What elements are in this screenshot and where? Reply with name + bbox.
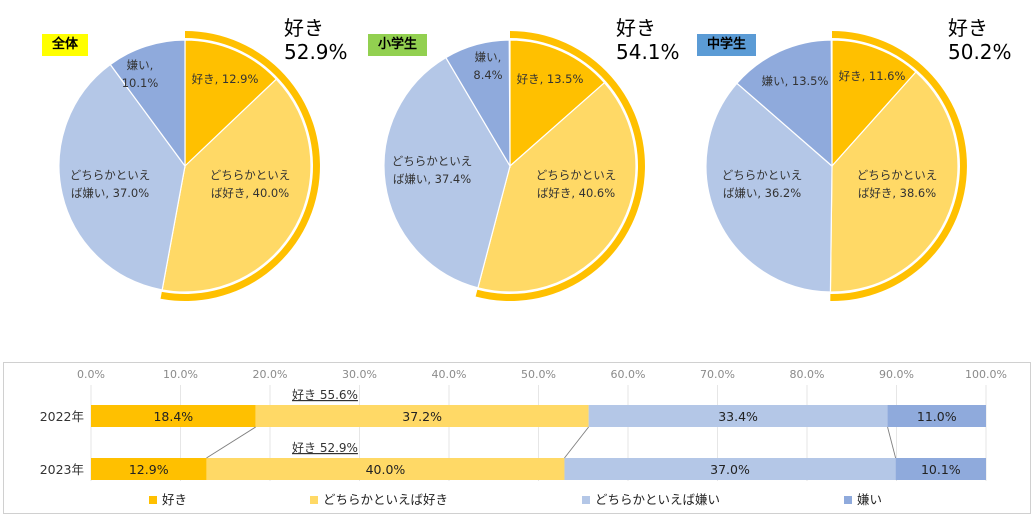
badge-junior-high: 中学生 <box>697 34 757 56</box>
bar-segment-suki <box>91 458 207 480</box>
suki-subtotal-annotation: 好き 55.6% <box>292 388 358 402</box>
bar-segment-dochira-suki <box>255 405 589 427</box>
pie-slice-dochira-suki <box>829 71 959 293</box>
stacked-bar-panel: 0.0% 10.0% 20.0% 30.0% 40.0% 50.0% 60.0% 70.0% 8… <box>3 362 1031 514</box>
x-tick-label: 90.0% <box>879 368 914 381</box>
legend-item-suki: 好き <box>149 491 187 509</box>
x-tick-label: 80.0% <box>790 368 825 381</box>
pie-label-suki: 好き, 11.6% <box>839 69 906 83</box>
x-tick-label: 30.0% <box>342 368 377 381</box>
pie-charts: 好き, 12.9% どちらかといえば好き, 40.0% どちらかといえば嫌い, 37… <box>58 31 967 302</box>
pie-slice-kirai <box>445 39 511 169</box>
x-tick-label: 70.0% <box>700 368 735 381</box>
suki-subtotal-annotation: 好き 52.9% <box>292 441 358 455</box>
legend-label: 嫌い <box>857 492 883 507</box>
pie-slice-dochira-kirai <box>705 82 833 293</box>
y-category-label: 2022年 <box>40 409 84 424</box>
legend-item-dochira-suki: どちらかといえば好き <box>310 491 448 509</box>
pie-slice-kirai <box>109 39 186 168</box>
bar-segment-dochira-kirai <box>588 405 888 427</box>
x-tick-label: 60.0% <box>611 368 646 381</box>
pie-slice-dochira-kirai <box>58 63 186 291</box>
pie-slice-suki <box>831 39 917 168</box>
bar-value-label: 37.2% <box>402 409 442 424</box>
pie-label-kirai: 嫌い, 13.5% <box>762 74 829 88</box>
x-tick-label: 0.0% <box>77 368 105 381</box>
badge-elementary: 小学生 <box>368 34 428 56</box>
x-tick-label: 10.0% <box>163 368 198 381</box>
series-connector-line <box>206 426 256 459</box>
pie-slice-dochira-suki <box>477 81 637 293</box>
pie-label-suki: 好き, 12.9% <box>192 72 259 86</box>
pie-slice-dochira-kirai <box>383 56 511 289</box>
badge-overall: 全体 <box>42 34 89 56</box>
pie-label-dochira-suki: どちらかといえば好き, 40.0% <box>210 168 291 200</box>
bar-segment-kirai <box>887 405 986 427</box>
bar-segment-suki <box>91 405 256 427</box>
bar-value-label: 37.0% <box>710 462 750 477</box>
pie-slice-suki <box>184 39 278 168</box>
bar-segment-dochira-kirai <box>564 458 896 480</box>
total-junior-high-value: 50.2% <box>948 40 1012 64</box>
pie-label-dochira-kirai: どちらかといえば嫌い, 37.4% <box>392 154 473 186</box>
total-overall-value: 52.9% <box>284 40 348 64</box>
pie-label-kirai: 嫌い, 8.4% <box>473 50 502 82</box>
bar-value-label: 11.0% <box>917 409 957 424</box>
x-tick-label: 100.0% <box>965 368 1007 381</box>
total-junior-high-label: 好き <box>948 16 988 40</box>
pie-label-dochira-kirai: どちらかといえば嫌い, 37.0% <box>70 168 151 200</box>
legend-label: どちらかといえば嫌い <box>595 492 721 507</box>
x-tick-label: 50.0% <box>521 368 556 381</box>
y-category-label: 2023年 <box>40 462 84 477</box>
pie-label-dochira-kirai: どちらかといえば嫌い, 36.2% <box>722 168 803 200</box>
bar-value-label: 40.0% <box>366 462 406 477</box>
pie-label-kirai: 嫌い, 10.1% <box>122 58 159 90</box>
stacked-bar-chart: 0.0% 10.0% 20.0% 30.0% 40.0% 50.0% 60.0% 70.0% 8… <box>40 368 1007 481</box>
bar-value-label: 33.4% <box>718 409 758 424</box>
x-tick-label: 20.0% <box>253 368 288 381</box>
x-tick-label: 40.0% <box>432 368 467 381</box>
series-connector-line <box>887 426 897 459</box>
bar-value-label: 18.4% <box>153 409 193 424</box>
total-elementary-value: 54.1% <box>616 40 680 64</box>
total-overall: 好き 52.9% <box>284 16 348 64</box>
pie-label-dochira-suki: どちらかといえば好き, 40.6% <box>536 168 617 200</box>
bar-segment-dochira-suki <box>206 458 565 480</box>
bar-value-label: 10.1% <box>921 462 961 477</box>
bar-value-label: 12.9% <box>129 462 169 477</box>
pie-label-dochira-suki: どちらかといえば好き, 38.6% <box>857 168 938 200</box>
legend-item-dochira-kirai: どちらかといえば嫌い <box>582 491 720 509</box>
legend-item-kirai: 嫌い <box>844 491 882 509</box>
total-elementary: 好き 54.1% <box>616 16 680 64</box>
pie-label-suki: 好き, 13.5% <box>517 72 584 86</box>
total-junior-high: 好き 50.2% <box>948 16 1012 64</box>
legend-label: 好き <box>162 492 188 507</box>
pie-slice-suki <box>509 39 606 168</box>
pie-slice-kirai <box>736 39 833 168</box>
total-overall-label: 好き <box>284 16 324 40</box>
legend-label: どちらかといえば好き <box>323 492 449 507</box>
total-elementary-label: 好き <box>616 16 656 40</box>
pie-slice-dochira-suki <box>161 78 312 293</box>
series-connector-line <box>564 426 589 459</box>
bar-segment-kirai <box>895 458 986 480</box>
